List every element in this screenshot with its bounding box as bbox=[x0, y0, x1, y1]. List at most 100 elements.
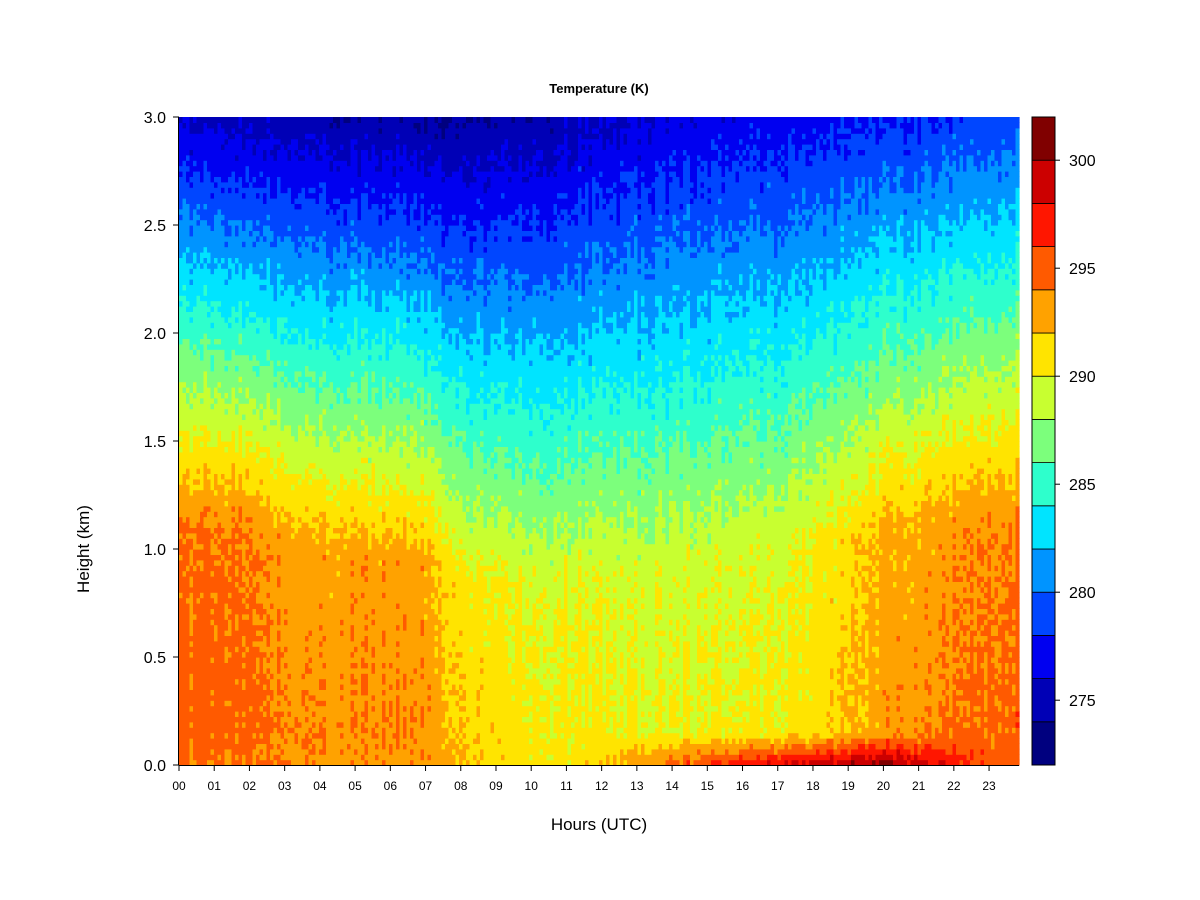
heatmap-cell bbox=[252, 657, 257, 663]
heatmap-cell bbox=[280, 727, 285, 734]
heatmap-cell bbox=[200, 322, 205, 329]
heatmap-cell bbox=[189, 646, 194, 653]
heatmap-cell bbox=[186, 284, 191, 291]
heatmap-cell bbox=[291, 316, 296, 323]
heatmap-cell bbox=[193, 435, 198, 442]
heatmap-cell bbox=[217, 711, 222, 717]
heatmap-cell bbox=[189, 495, 194, 501]
heatmap-cell bbox=[203, 743, 208, 750]
heatmap-cell bbox=[287, 176, 292, 183]
heatmap-cell bbox=[221, 651, 226, 658]
heatmap-cell bbox=[228, 214, 233, 221]
heatmap-cell bbox=[221, 532, 226, 539]
heatmap-cell bbox=[242, 241, 247, 248]
heatmap-cell bbox=[200, 414, 205, 420]
heatmap-cell bbox=[193, 592, 198, 599]
heatmap-cell bbox=[280, 554, 285, 561]
heatmap-cell bbox=[221, 743, 226, 750]
heatmap-cell bbox=[315, 565, 320, 572]
heatmap-cell bbox=[277, 597, 282, 604]
heatmap-cell bbox=[266, 705, 271, 712]
heatmap-cell bbox=[182, 441, 187, 447]
heatmap-cell bbox=[196, 435, 201, 442]
heatmap-cell bbox=[228, 457, 233, 464]
heatmap-cell bbox=[312, 565, 317, 572]
heatmap-cell bbox=[312, 495, 317, 501]
heatmap-cell bbox=[259, 392, 264, 399]
heatmap-cell bbox=[224, 235, 229, 242]
heatmap-cell bbox=[277, 684, 282, 690]
heatmap-cell bbox=[312, 489, 317, 496]
heatmap-cell bbox=[224, 295, 229, 302]
heatmap-cell bbox=[280, 149, 285, 156]
heatmap-cell bbox=[179, 365, 184, 372]
heatmap-cell bbox=[196, 554, 201, 561]
heatmap-cell bbox=[224, 165, 229, 172]
heatmap-cell bbox=[249, 635, 254, 642]
heatmap-cell bbox=[189, 144, 194, 150]
heatmap-cell bbox=[259, 435, 264, 442]
heatmap-cell bbox=[217, 208, 222, 215]
heatmap-cell bbox=[245, 738, 250, 744]
heatmap-cell bbox=[189, 122, 194, 129]
heatmap-cell bbox=[252, 419, 257, 426]
heatmap-cell bbox=[252, 619, 257, 626]
heatmap-cell bbox=[235, 257, 240, 264]
heatmap-cell bbox=[291, 624, 296, 631]
heatmap-cell bbox=[238, 484, 243, 491]
heatmap-cell bbox=[263, 538, 268, 545]
heatmap-cell bbox=[189, 192, 194, 199]
heatmap-cell bbox=[319, 365, 324, 372]
heatmap-cell bbox=[273, 570, 278, 577]
heatmap-cell bbox=[308, 543, 313, 550]
heatmap-cell bbox=[256, 559, 261, 566]
heatmap-cell bbox=[193, 338, 198, 345]
heatmap-cell bbox=[263, 246, 268, 253]
heatmap-cell bbox=[294, 522, 299, 528]
heatmap-cell bbox=[312, 208, 317, 215]
heatmap-cell bbox=[221, 306, 226, 312]
heatmap-cell bbox=[312, 646, 317, 653]
heatmap-cell bbox=[203, 732, 208, 739]
heatmap-cell bbox=[186, 662, 191, 669]
heatmap-cell bbox=[200, 203, 205, 210]
heatmap-cell bbox=[280, 581, 285, 588]
heatmap-cell bbox=[301, 268, 306, 275]
heatmap-cell bbox=[179, 716, 184, 723]
heatmap-cell bbox=[193, 457, 198, 464]
heatmap-cell bbox=[308, 419, 313, 426]
heatmap-cell bbox=[263, 705, 268, 712]
heatmap-cell bbox=[182, 554, 187, 561]
heatmap-cell bbox=[196, 300, 201, 307]
heatmap-cell bbox=[256, 441, 261, 447]
heatmap-cell bbox=[322, 630, 327, 636]
heatmap-cell bbox=[221, 262, 226, 269]
heatmap-cell bbox=[270, 559, 275, 566]
heatmap-cell bbox=[238, 262, 243, 269]
heatmap-cell bbox=[249, 538, 254, 545]
heatmap-cell bbox=[284, 522, 289, 528]
heatmap-cell bbox=[245, 603, 250, 609]
heatmap-cell bbox=[186, 462, 191, 469]
heatmap-cell bbox=[186, 370, 191, 377]
heatmap-cell bbox=[259, 122, 264, 129]
heatmap-cell bbox=[298, 662, 303, 669]
heatmap-cell bbox=[322, 360, 327, 366]
heatmap-cell bbox=[315, 430, 320, 437]
heatmap-cell bbox=[280, 505, 285, 512]
heatmap-cell bbox=[294, 176, 299, 183]
heatmap-cell bbox=[270, 349, 275, 356]
heatmap-cell bbox=[200, 624, 205, 631]
heatmap-cell bbox=[259, 165, 264, 172]
heatmap-cell bbox=[305, 651, 310, 658]
heatmap-cell bbox=[210, 505, 215, 512]
heatmap-cell bbox=[221, 673, 226, 680]
heatmap-cell bbox=[235, 149, 240, 156]
heatmap-cell bbox=[266, 684, 271, 690]
heatmap-cell bbox=[315, 640, 320, 647]
heatmap-cell bbox=[179, 176, 184, 183]
heatmap-cell bbox=[196, 705, 201, 712]
heatmap-cell bbox=[193, 441, 198, 447]
heatmap-cell bbox=[273, 759, 278, 766]
heatmap-cell bbox=[270, 662, 275, 669]
